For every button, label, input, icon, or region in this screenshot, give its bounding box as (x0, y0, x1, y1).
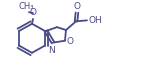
Text: O: O (29, 8, 36, 17)
Text: O: O (67, 37, 74, 46)
Text: CH₃: CH₃ (18, 2, 34, 11)
Text: OH: OH (89, 16, 103, 25)
Text: N: N (49, 46, 55, 55)
Text: O: O (74, 2, 81, 11)
